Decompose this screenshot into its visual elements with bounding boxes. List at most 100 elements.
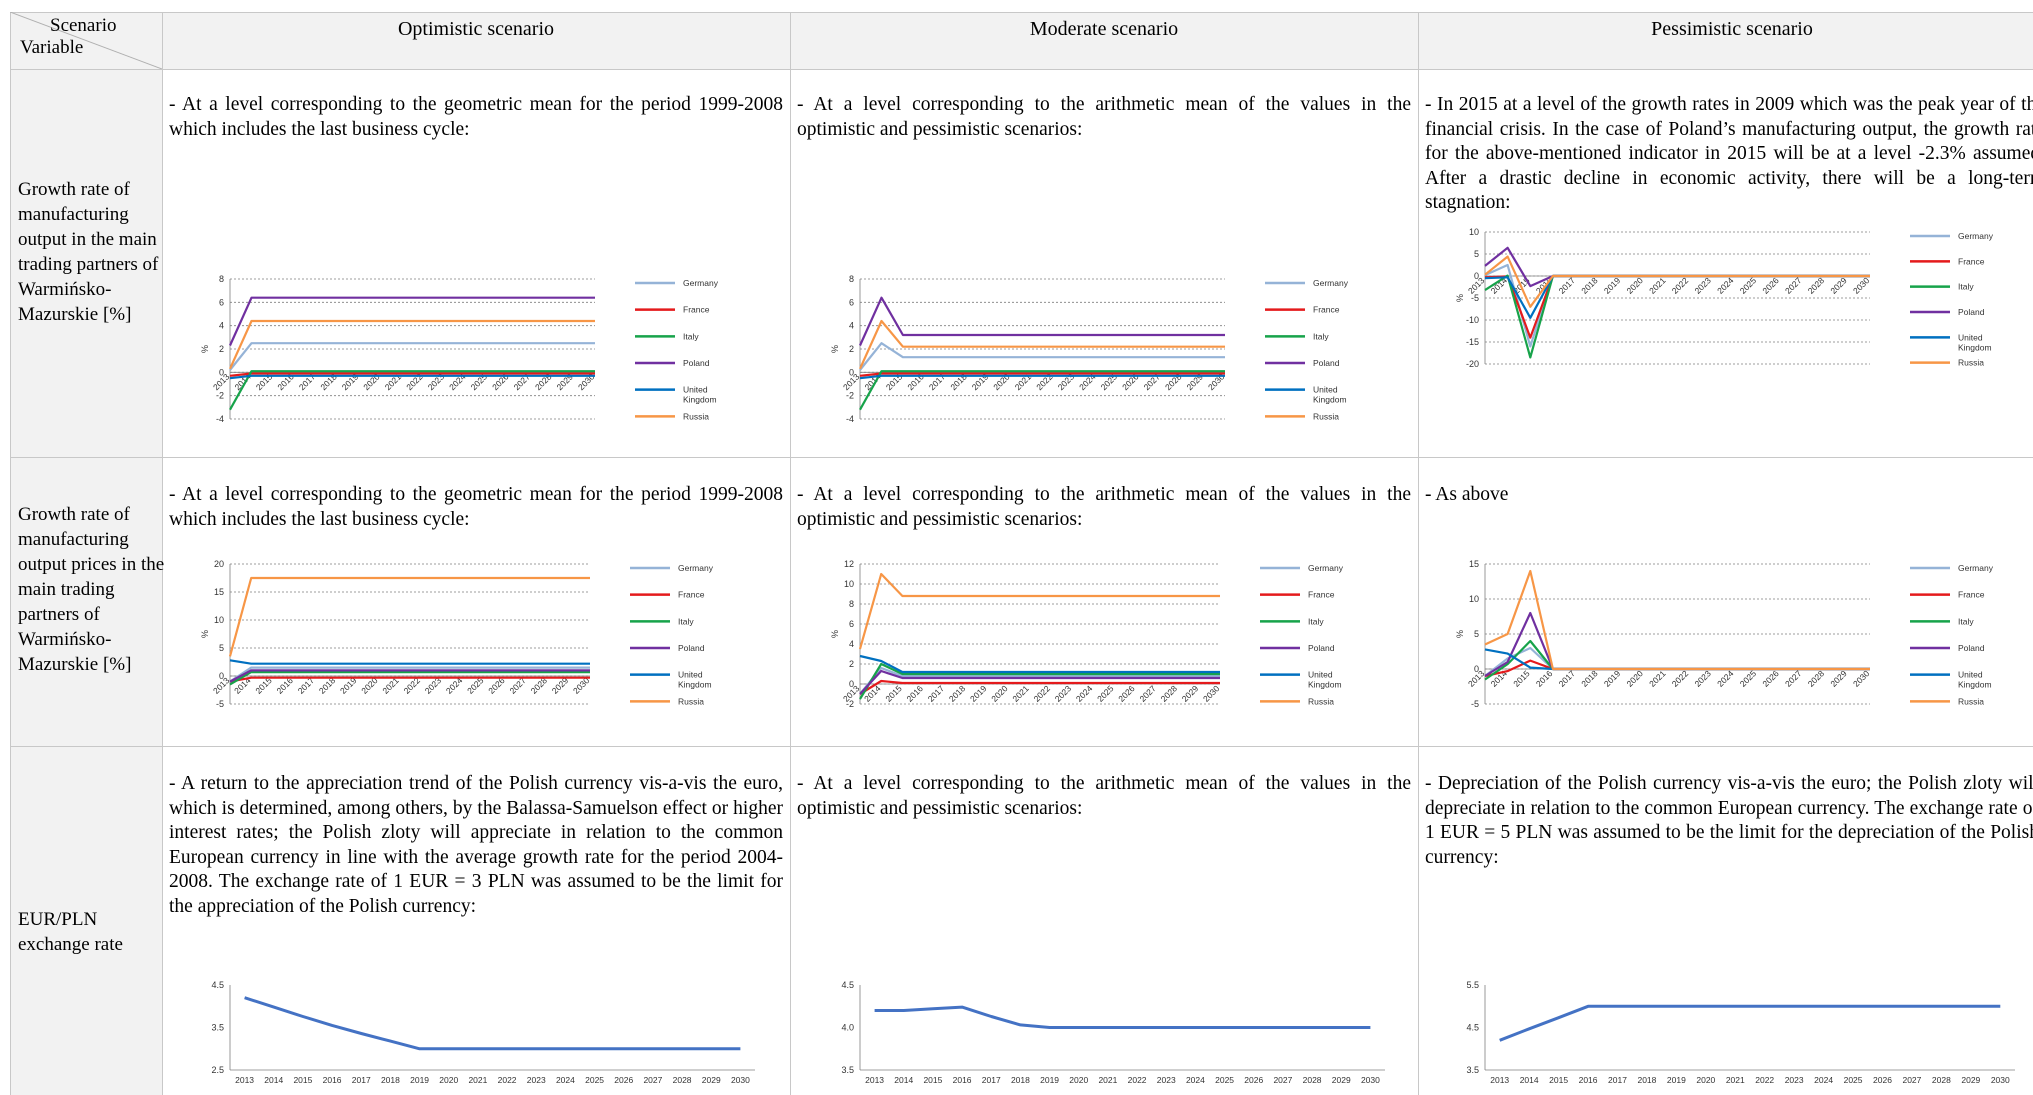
x-tick-label: 2028 [673,1075,692,1085]
grid-line [162,12,163,1095]
y-tick-label: 5.5 [1466,980,1479,990]
legend-label: France [1958,590,1985,600]
y-tick-label: -2 [846,699,854,709]
series-line-germany [859,666,1220,695]
series-line-russia [1484,255,1870,308]
x-tick-label: 2025 [1738,275,1759,296]
cell-prices-pessimistic: - As above [1425,484,1509,505]
series-line-poland [859,669,1220,695]
series-line-italy [859,370,1225,411]
series-line-italy [859,662,1220,700]
x-tick-label: 2025 [1215,1075,1234,1085]
y-tick-label: -4 [846,414,854,424]
grid-line [10,12,11,1095]
y-tick-label: 6 [849,297,854,307]
legend-label: Poland [683,358,710,368]
y-tick-label: 10 [214,615,224,625]
x-tick-label: 2022 [1755,1075,1774,1085]
scenario-table: Scenario Variable Optimistic scenario Mo… [10,12,2033,1095]
y-tick-label: -5 [216,699,224,709]
legend-label: United [1958,332,1983,342]
x-tick-label: 2016 [323,1075,342,1085]
x-tick-label: 2013 [841,371,862,392]
legend-label: Italy [1958,616,1974,626]
series-line-united-kingdom [229,659,590,665]
header-row-background [10,12,2033,69]
legend-label: France [1308,590,1335,600]
x-tick-label: 2017 [982,1075,1001,1085]
legend-label: Russia [683,411,709,421]
legend-label: United [683,385,708,395]
legend-label: United [1308,670,1333,680]
legend-label: Poland [1958,307,1985,317]
row-label-prices: Growth rate of manufacturing output pric… [18,504,165,675]
legend-label: Germany [678,563,714,573]
series-line-poland [229,669,590,683]
legend-label: Russia [1308,696,1334,706]
y-tick-label: 8 [849,274,854,284]
y-tick-label: 12 [844,559,854,569]
chart-eurpln-pessimistic: 3.5 4.5 5.5 2013 2014 2015 2016 2017 2018 2019 202… [1466,980,2015,1085]
y-tick-label: 10 [1469,594,1479,604]
x-tick-label: 2024 [1814,1075,1833,1085]
x-tick-label: 2030 [1201,683,1222,704]
legend-label: France [1958,256,1985,266]
x-tick-label: 2028 [1806,275,1827,296]
x-tick-label: 2029 [1828,668,1849,689]
legend-label: Russia [1958,358,1984,368]
y-tick-label: 6 [219,297,224,307]
chart-eurpln-moderate: 3.5 4.0 4.5 2013 2014 2015 2016 2017 2018 2019 202… [841,980,1385,1085]
x-tick-label: 2018 [1579,275,1600,296]
x-tick-label: 2018 [381,1075,400,1085]
series-line-poland [228,296,595,346]
x-tick-label: 2019 [1602,275,1623,296]
legend-label: Kingdom [1308,680,1342,690]
grid-line [790,12,791,1095]
legend-label: Kingdom [683,395,717,405]
x-tick-label: 2023 [1157,1075,1176,1085]
corner-diagonal [10,12,162,69]
y-tick-label: 4.0 [841,1023,854,1033]
y-tick-label: 0 [1474,271,1479,281]
y-tick-label: 2.5 [211,1065,224,1075]
x-tick-label: 2028 [1932,1075,1951,1085]
legend-label: Poland [1308,643,1335,653]
y-tick-label: 4.5 [1466,1023,1479,1033]
x-tick-label: 2013 [865,1075,884,1085]
x-tick-label: 2013 [235,1075,254,1085]
y-tick-label: 4 [849,639,854,649]
grid-line [10,746,2033,747]
x-tick-label: 2018 [1637,1075,1656,1085]
y-axis-label: % [1455,294,1465,302]
x-tick-label: 2023 [1785,1075,1804,1085]
y-tick-label: 3.5 [841,1065,854,1075]
y-axis-label: % [200,345,210,353]
series-line-italy [229,670,590,686]
grid-line [10,457,2033,458]
grid-line [10,12,2033,13]
y-tick-label: 5 [219,643,224,653]
x-tick-label: 2026 [614,1075,633,1085]
y-tick-label: 2 [849,659,854,669]
x-tick-label: 2020 [989,683,1010,704]
x-tick-label: 2016 [904,683,925,704]
x-tick-label: 2020 [1069,1075,1088,1085]
x-tick-label: 2023 [1692,275,1713,296]
y-tick-label: 3.5 [1466,1065,1479,1075]
legend-label: Poland [1313,358,1340,368]
x-tick-label: 2022 [1128,1075,1147,1085]
x-tick-label: 2026 [1760,668,1781,689]
series-line-russia [228,319,595,370]
x-tick-label: 2021 [468,1075,487,1085]
series-line-exchange-rate [1499,1004,2001,1042]
series-line-russia [228,576,590,657]
x-tick-label: 2016 [953,1075,972,1085]
x-tick-label: 2019 [1040,1075,1059,1085]
grid-line [10,69,2033,70]
corner-scenario-label: Scenario [50,15,117,36]
y-axis-label: % [1455,630,1465,638]
x-tick-label: 2020 [1696,1075,1715,1085]
series-line-france [859,372,1225,377]
x-tick-label: 2015 [293,1075,312,1085]
